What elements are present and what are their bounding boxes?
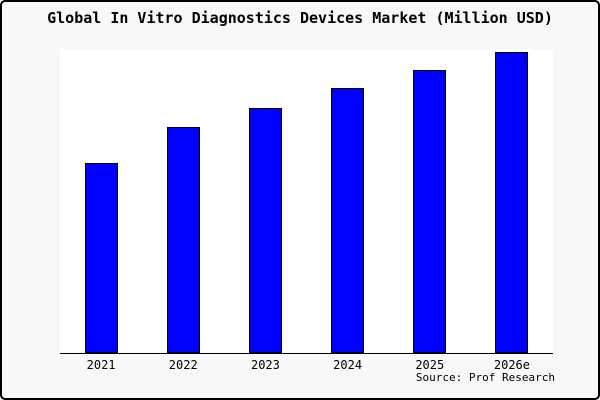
- x-tick-label-2026e: 2026e: [493, 358, 530, 372]
- plot-area: [60, 49, 553, 354]
- x-tick-label-2025: 2025: [415, 358, 445, 372]
- bar-2025: [413, 70, 447, 353]
- x-tick-label-2021: 2021: [86, 358, 116, 372]
- bar-2021: [84, 163, 118, 353]
- bar-slot-2022: [142, 49, 224, 353]
- bar-slot-2025: [389, 49, 471, 353]
- bar-2023: [248, 108, 282, 353]
- bar-2022: [166, 127, 200, 353]
- x-tick-label-2022: 2022: [168, 358, 198, 372]
- bar-slot-2024: [307, 49, 389, 353]
- x-tick-label-2023: 2023: [250, 358, 280, 372]
- bar-slot-2026e: [471, 49, 553, 353]
- bar-2024: [331, 88, 365, 353]
- bar-slot-2023: [224, 49, 306, 353]
- x-tick-label-2024: 2024: [333, 358, 363, 372]
- chart-title: Global In Vitro Diagnostics Devices Mark…: [47, 9, 553, 27]
- bar-slot-2021: [60, 49, 142, 353]
- bar-2026e: [495, 52, 529, 353]
- x-axis-labels: 2021 2022 2023 2024 2025 2026e: [60, 358, 553, 372]
- source-credit: Source: Prof Research: [415, 371, 555, 384]
